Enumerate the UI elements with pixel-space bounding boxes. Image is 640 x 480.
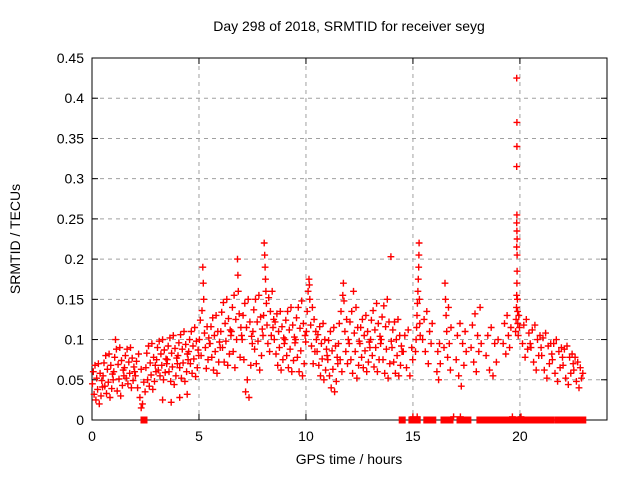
x-tick-label: 15 (405, 428, 421, 444)
plot-border (91, 57, 608, 421)
y-tick-label: 0.3 (65, 171, 85, 187)
data-points (89, 74, 587, 424)
y-tick-label: 0.25 (57, 211, 84, 227)
y-axis-label: SRMTID / TECUs (7, 184, 23, 294)
tick-labels: 0 5 10 15 20 0 0.05 0.1 0.15 0.2 0.25 0.3 0.35 0.4 0.4… (57, 50, 528, 444)
x-tick-label: 10 (298, 428, 314, 444)
srmtid-plus-markers (89, 74, 587, 421)
grid-lines (92, 57, 607, 420)
y-tick-label: 0.15 (57, 291, 84, 307)
y-tick-label: 0.2 (65, 251, 85, 267)
y-tick-label: 0.05 (57, 372, 84, 388)
y-tick-label: 0.35 (57, 130, 84, 146)
x-tick-label: 5 (195, 428, 203, 444)
zero-square-markers (140, 416, 587, 424)
x-tick-label: 20 (512, 428, 528, 444)
chart-title: Day 298 of 2018, SRMTID for receiver sey… (213, 18, 485, 34)
y-tick-label: 0 (76, 412, 84, 428)
y-tick-label: 0.1 (65, 332, 85, 348)
axis-ticks (91, 57, 607, 421)
x-tick-label: 0 (88, 428, 96, 444)
x-axis-label: GPS time / hours (296, 451, 403, 467)
y-tick-label: 0.4 (65, 90, 85, 106)
y-tick-label: 0.45 (57, 50, 84, 66)
